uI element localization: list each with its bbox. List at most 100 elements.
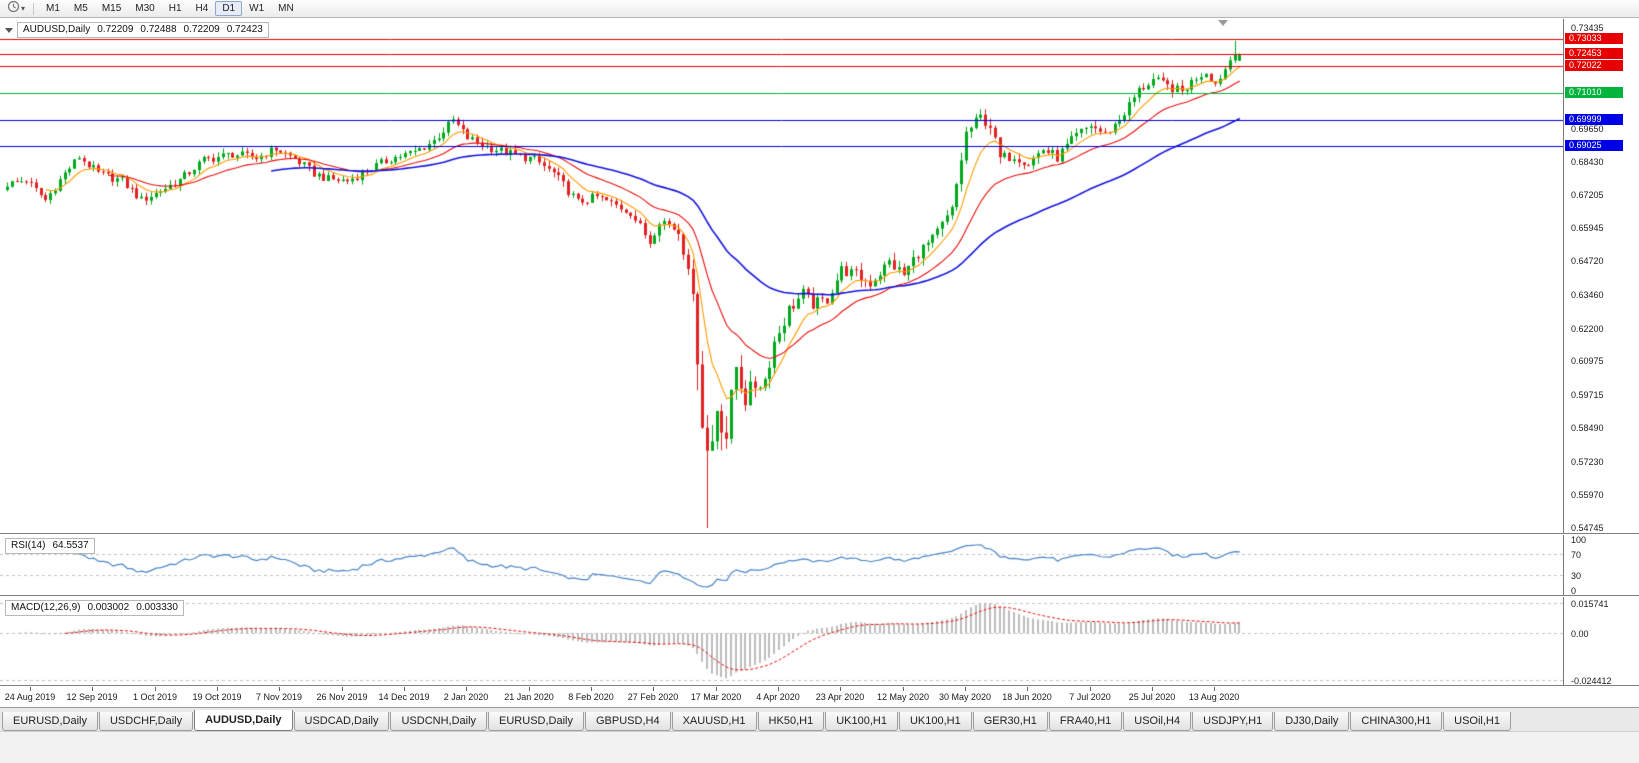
chart-tab-usdcnh-daily[interactable]: USDCNH,Daily xyxy=(390,712,488,731)
chart-tab-eurusd-daily[interactable]: EURUSD,Daily xyxy=(2,712,98,731)
rsi-axis[interactable]: 100 70 30 0 xyxy=(1563,535,1639,596)
price-chart-panel: AUDUSD,Daily 0.72209 0.72488 0.72209 0.7… xyxy=(0,19,1639,534)
hline-price-label[interactable]: 0.73033 xyxy=(1565,32,1623,44)
chart-tab-ger30-h1[interactable]: GER30,H1 xyxy=(972,712,1048,731)
rsi-canvas[interactable] xyxy=(0,535,1563,596)
chart-tabs-bar: EURUSD,Daily USDCHF,Daily AUDUSD,Daily USDC… xyxy=(0,708,1639,731)
date-tick-mark xyxy=(1152,687,1153,691)
chart-tab-uk100-h1[interactable]: UK100,H1 xyxy=(825,712,898,731)
hline-price-label[interactable]: 0.72022 xyxy=(1565,59,1623,71)
date-tick-mark xyxy=(279,687,280,691)
timeframe-toolbar: ▾ M1 M5 M15 M30 H1 H4 D1 W1 MN xyxy=(0,0,1639,18)
chart-tab-usdchf-daily[interactable]: USDCHF,Daily xyxy=(98,712,194,731)
macd-panel: MACD(12,26,9) 0.003002 0.003330 0.015741… xyxy=(0,597,1639,686)
clock-icon xyxy=(7,0,20,18)
date-tick-mark xyxy=(466,687,467,691)
chart-tab-dj30-daily[interactable]: DJ30,Daily xyxy=(1274,712,1350,731)
date-axis-label: 2 Jan 2020 xyxy=(443,692,489,702)
date-tick-mark xyxy=(965,687,966,691)
date-axis-label: 26 Nov 2019 xyxy=(316,692,368,702)
date-axis[interactable]: 24 Aug 2019 12 Sep 2019 1 Oct 2019 19 Oct 2… xyxy=(0,687,1639,708)
period-button-m5[interactable]: M5 xyxy=(73,3,88,14)
period-button-h4[interactable]: H4 xyxy=(195,3,209,14)
macd-canvas[interactable] xyxy=(0,597,1563,686)
date-tick-mark xyxy=(529,687,530,691)
hline-price-label[interactable]: 0.69999 xyxy=(1565,113,1623,125)
date-axis-label: 1 Oct 2019 xyxy=(132,692,178,702)
date-axis-label: 24 Aug 2019 xyxy=(4,692,56,702)
price-axis-tick: 0.58490 xyxy=(1571,422,1604,433)
chart-tab-usdcad-daily[interactable]: USDCAD,Daily xyxy=(293,712,390,731)
period-button-m30[interactable]: M30 xyxy=(135,3,155,14)
ohlc-close: 0.72423 xyxy=(226,24,263,35)
date-tick-mark xyxy=(903,687,904,691)
macd-axis-tick: 0.015741 xyxy=(1571,599,1609,609)
date-axis-label: 14 Dec 2019 xyxy=(378,692,430,702)
rsi-value: 64.5537 xyxy=(52,540,89,551)
date-tick-mark xyxy=(716,687,717,691)
ohlc-low: 0.72209 xyxy=(183,24,220,35)
period-button-h1[interactable]: H1 xyxy=(168,3,182,14)
price-axis-tick: 0.69650 xyxy=(1571,124,1604,135)
rsi-axis-tick: 0 xyxy=(1571,586,1577,596)
symbol-ohlc-box: AUDUSD,Daily 0.72209 0.72488 0.72209 0.7… xyxy=(17,22,269,38)
chart-tab-eurusd-daily[interactable]: EURUSD,Daily xyxy=(488,712,584,731)
rsi-axis-tick: 70 xyxy=(1571,550,1582,561)
date-axis-label: 18 Jun 2020 xyxy=(1002,692,1052,702)
date-axis-label: 25 Jul 2020 xyxy=(1128,692,1176,702)
chart-tab-usoil-h1[interactable]: USOil,H1 xyxy=(1443,712,1511,731)
macd-label: MACD(12,26,9) xyxy=(11,602,81,613)
price-axis-tick: 0.59715 xyxy=(1571,390,1604,401)
price-axis-tick: 0.73435 xyxy=(1571,23,1604,33)
price-axis-tick: 0.54745 xyxy=(1571,523,1604,533)
period-button-m1[interactable]: M1 xyxy=(46,3,60,14)
period-button-mn[interactable]: MN xyxy=(278,3,294,14)
chart-tab-uk100-h1[interactable]: UK100,H1 xyxy=(898,712,972,731)
chart-tab-china300-h1[interactable]: CHINA300,H1 xyxy=(1350,712,1443,731)
price-axis-tick: 0.64720 xyxy=(1571,256,1604,267)
chart-tab-fra40-h1[interactable]: FRA40,H1 xyxy=(1048,712,1123,731)
period-button-m15[interactable]: M15 xyxy=(101,3,122,14)
hline-price-label[interactable]: 0.69025 xyxy=(1565,139,1623,151)
date-axis-label: 30 May 2020 xyxy=(938,692,992,702)
macd-axis[interactable]: 0.015741 0.00 -0.024412 xyxy=(1563,597,1639,686)
date-tick-mark xyxy=(778,687,779,691)
date-tick-mark xyxy=(840,687,841,691)
hline-price-label[interactable]: 0.72453 xyxy=(1565,48,1623,60)
rsi-header: RSI(14) 64.5537 xyxy=(5,538,95,554)
ohlc-high: 0.72488 xyxy=(140,24,177,35)
chart-tab-hk50-h1[interactable]: HK50,H1 xyxy=(757,712,825,731)
price-axis-tick: 0.67205 xyxy=(1571,189,1604,200)
chart-tab-xauusd-h1[interactable]: XAUUSD,H1 xyxy=(671,712,757,731)
price-axis[interactable]: 0.73435 0.69650 0.68430 0.67205 0.65945 0.647… xyxy=(1563,19,1639,533)
macd-main-value: 0.003002 xyxy=(87,602,130,613)
date-axis-label: 27 Feb 2020 xyxy=(627,692,679,702)
bottom-status-strip xyxy=(0,731,1639,763)
price-chart-canvas[interactable] xyxy=(0,19,1563,534)
macd-axis-tick: 0.00 xyxy=(1571,629,1589,640)
date-axis-label: 12 May 2020 xyxy=(876,692,930,702)
period-button-d1[interactable]: D1 xyxy=(215,1,243,16)
date-axis-label: 8 Feb 2020 xyxy=(568,692,614,702)
collapse-triangle-icon[interactable] xyxy=(5,27,13,33)
rsi-label: RSI(14) xyxy=(11,540,46,551)
date-tick-mark xyxy=(217,687,218,691)
hline-price-label[interactable]: 0.71010 xyxy=(1565,86,1623,98)
date-tick-mark xyxy=(1027,687,1028,691)
chart-shift-marker-icon[interactable] xyxy=(1218,20,1228,26)
period-button-w1[interactable]: W1 xyxy=(249,3,265,14)
chart-tab-gbpusd-h4[interactable]: GBPUSD,H4 xyxy=(585,712,671,731)
chart-tab-usoil-h4[interactable]: USOil,H4 xyxy=(1123,712,1192,731)
date-axis-label: 4 Apr 2020 xyxy=(756,692,800,702)
chart-tab-usdjpy-h1[interactable]: USDJPY,H1 xyxy=(1192,712,1274,731)
periods-menu-button[interactable]: ▾ xyxy=(4,0,28,18)
ohlc-open: 0.72209 xyxy=(97,24,134,35)
date-axis-label: 23 Apr 2020 xyxy=(815,692,865,702)
chart-tab-audusd-daily[interactable]: AUDUSD,Daily xyxy=(194,710,293,731)
macd-axis-tick: -0.024412 xyxy=(1571,676,1612,686)
rsi-panel: RSI(14) 64.5537 100 70 30 0 xyxy=(0,535,1639,596)
price-axis-tick: 0.55970 xyxy=(1571,490,1604,501)
price-axis-tick: 0.63460 xyxy=(1571,289,1604,300)
date-tick-mark xyxy=(1214,687,1215,691)
date-tick-mark xyxy=(404,687,405,691)
